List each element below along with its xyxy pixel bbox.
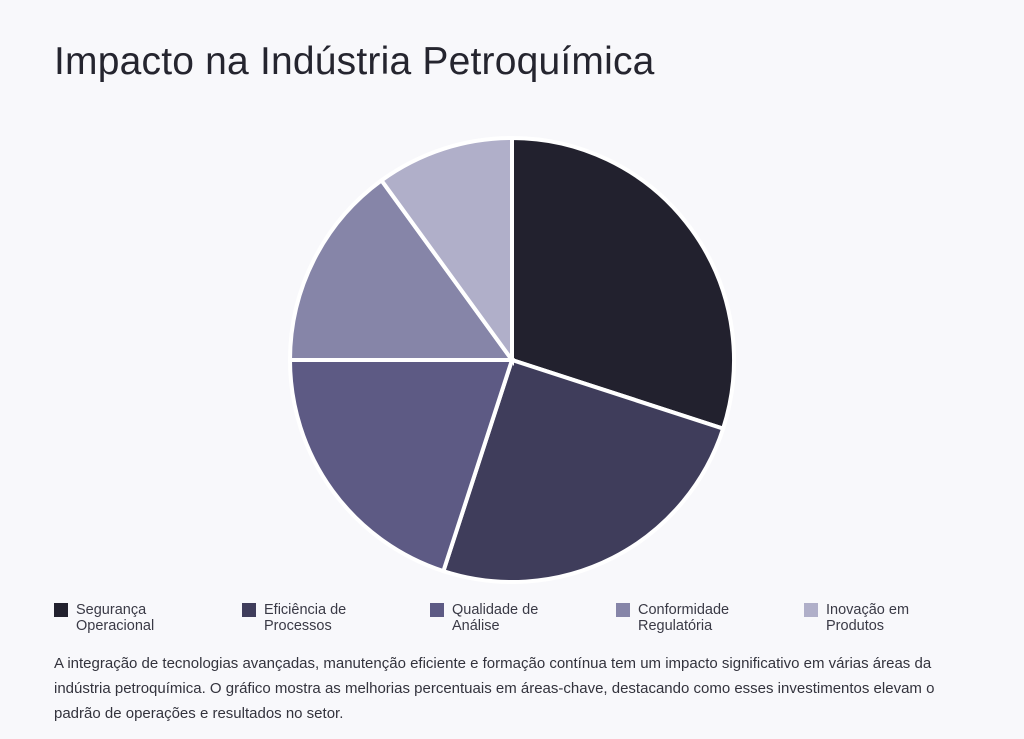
pie-slice-conformidade[interactable] bbox=[287, 177, 516, 362]
chart-description: A integração de tecnologias avançadas, m… bbox=[54, 655, 935, 722]
legend-label: Segurança Operacional bbox=[76, 602, 155, 634]
legend-swatch bbox=[616, 603, 630, 617]
legend-item-conformidade[interactable]: Conformidade Regulatória bbox=[616, 602, 804, 634]
pie-slice-eficiencia[interactable] bbox=[440, 357, 726, 584]
legend-swatch bbox=[430, 603, 444, 617]
legend-swatch bbox=[242, 603, 256, 617]
pie-slice-qualidade[interactable] bbox=[287, 358, 515, 574]
legend-label: Eficiência de Processos bbox=[264, 602, 347, 634]
pie-slice-seguranca[interactable] bbox=[510, 135, 736, 432]
page-title: Impacto na Indústria Petroquímica bbox=[54, 40, 655, 83]
legend-item-inovacao[interactable]: Inovação em Produtos bbox=[804, 602, 994, 634]
legend-label: Conformidade Regulatória bbox=[638, 602, 730, 634]
legend-swatch bbox=[804, 603, 818, 617]
legend-item-seguranca[interactable]: Segurança Operacional bbox=[54, 602, 242, 634]
legend-label: Qualidade de Análise bbox=[452, 602, 539, 634]
pie-slice-inovacao[interactable] bbox=[378, 135, 514, 367]
legend-item-eficiencia[interactable]: Eficiência de Processos bbox=[242, 602, 430, 634]
legend-label: Inovação em Produtos bbox=[826, 602, 910, 634]
legend-swatch bbox=[54, 603, 68, 617]
chart-legend: Segurança Operacional Eficiência de Proc… bbox=[54, 602, 994, 634]
legend-item-qualidade[interactable]: Qualidade de Análise bbox=[430, 602, 616, 634]
